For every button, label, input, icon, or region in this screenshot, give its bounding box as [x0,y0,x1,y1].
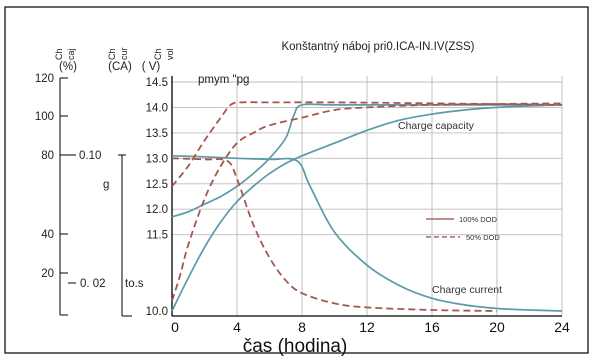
legend-label-100-dod: 100% DOD [459,215,498,224]
capacity-tick-label-120: 120 [35,73,54,85]
axis-unit-current: (CA) [108,61,132,73]
x-tick-label-20: 20 [489,319,505,335]
current-axis: 0.10 0. 02 g [68,150,109,290]
axis-header-voltage-bottom: vol [165,48,175,60]
axis-header-current-top: Ch [107,48,117,60]
x-tick-labels: 0 4 8 12 16 20 24 [171,319,570,335]
x-tick-label-8: 8 [298,319,306,335]
axis-header-current: Ch cur (CA) [107,47,132,73]
series-current-50-dod [171,157,498,312]
series-voltage-100-dod [171,103,562,218]
axis-unit-capacity: (%) [59,61,77,73]
stray-label-tos: to.s [125,278,144,290]
capacity-axis: 120 100 80 40 20 [35,73,68,316]
capacity-tick-label-80: 80 [41,150,54,162]
stray-label-pmym: pmym "pg [198,74,249,86]
annotation-charge-current: Charge current [432,284,502,296]
axis-header-capacity-bottom: caj [66,48,76,60]
voltage-tick-label-12-5: 12.5 [146,179,168,191]
axis-header-capacity: Ch caj (%) [54,48,77,73]
voltage-tick-label-14-5: 14.5 [146,77,168,89]
axis-unit-voltage: ( V) [142,61,161,73]
legend: 100% DOD 50% DOD [426,215,500,242]
voltage-tick-label-10-0: 10.0 [146,306,168,318]
series-capacity-100-dod [171,104,563,312]
voltage-axis: to.s [118,154,144,317]
voltage-tick-labels: 14.5 14.0 13.5 13.0 12.5 12.0 11.5 10.0 [146,77,168,318]
capacity-tick-label-100: 100 [35,111,54,123]
legend-label-50-dod: 50% DOD [466,233,500,242]
chart-title: Konštantný náboj pri0.ICA-IN.IV(ZSS) [281,41,474,53]
voltage-tick-label-13-0: 13.0 [146,153,168,165]
series-voltage-50-dod [171,101,563,187]
x-axis-label: čas (hodina) [243,336,348,357]
series-capacity-50-dod [171,102,563,302]
series-current-100-dod [171,154,563,312]
axis-header-voltage-top: Ch [153,48,163,60]
series-layer [171,101,563,312]
x-tick-label-24: 24 [554,319,570,335]
voltage-tick-label-12-0: 12.0 [146,204,168,216]
capacity-tick-label-40: 40 [41,229,54,241]
axis-header-voltage: Ch vol ( V) [142,48,175,73]
x-tick-label-0: 0 [171,319,179,335]
stray-label-g: g [103,179,109,191]
current-tick-label-002: 0. 02 [80,278,106,290]
axis-header-current-bottom: cur [119,47,129,60]
voltage-tick-label-11-5: 11.5 [146,230,168,242]
annotation-charge-capacity: Charge capacity [398,120,475,132]
capacity-tick-label-20: 20 [41,268,54,280]
chart-frame [4,6,589,354]
x-tick-label-16: 16 [424,319,440,335]
x-tick-label-4: 4 [233,319,241,335]
voltage-tick-label-13-5: 13.5 [146,128,168,140]
current-tick-label-010: 0.10 [79,150,101,162]
x-tick-label-12: 12 [359,319,375,335]
voltage-tick-label-14-0: 14.0 [146,102,168,114]
axis-header-capacity-top: Ch [54,48,64,60]
plot-grid [172,76,563,316]
